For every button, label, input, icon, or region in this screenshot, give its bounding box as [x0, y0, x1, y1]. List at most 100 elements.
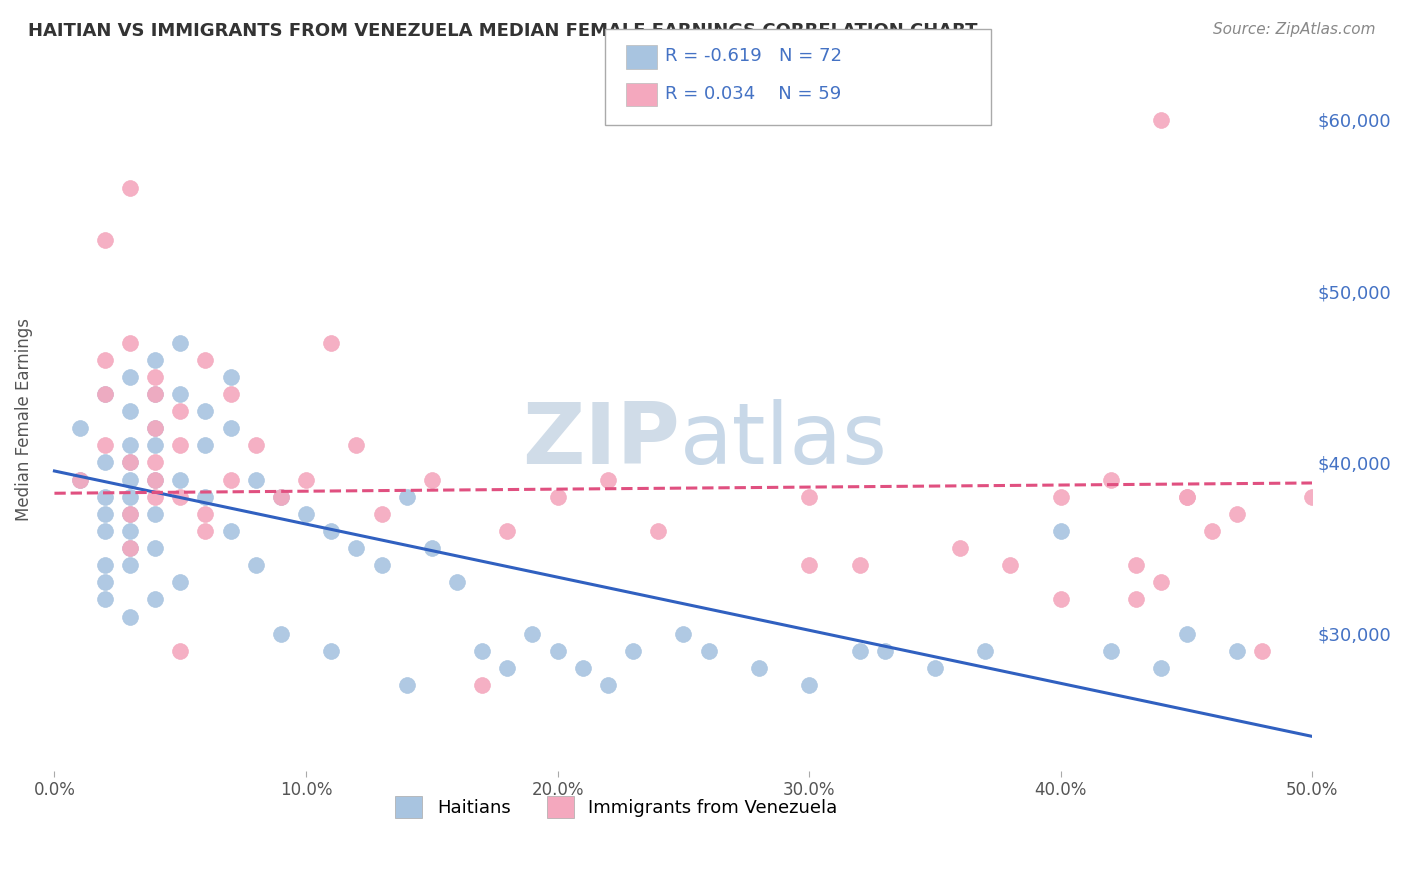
Point: [94, 490, 117, 504]
Point: [94, 233, 117, 247]
Point: [1000, 558, 1022, 573]
Point: [621, 644, 644, 658]
Point: [94, 352, 117, 367]
Point: [270, 626, 292, 640]
Y-axis label: Median Female Earnings: Median Female Earnings: [15, 318, 32, 521]
Point: [118, 541, 141, 555]
Point: [69, 473, 91, 487]
Text: atlas: atlas: [679, 400, 887, 483]
Point: [118, 558, 141, 573]
Point: [1226, 507, 1249, 521]
Point: [219, 473, 242, 487]
Point: [420, 541, 443, 555]
Point: [143, 455, 166, 469]
Point: [169, 387, 191, 401]
Point: [143, 369, 166, 384]
Point: [118, 369, 141, 384]
Point: [169, 404, 191, 418]
Point: [194, 352, 217, 367]
Point: [194, 507, 217, 521]
Point: [169, 335, 191, 350]
Point: [799, 490, 821, 504]
Point: [1049, 490, 1071, 504]
Point: [143, 473, 166, 487]
Point: [219, 387, 242, 401]
Point: [1099, 473, 1122, 487]
Text: Source: ZipAtlas.com: Source: ZipAtlas.com: [1212, 22, 1375, 37]
Point: [321, 524, 343, 538]
Point: [118, 455, 141, 469]
Point: [270, 490, 292, 504]
Point: [94, 524, 117, 538]
Point: [295, 507, 318, 521]
Point: [118, 438, 141, 452]
Point: [471, 678, 494, 692]
Point: [344, 438, 367, 452]
Point: [118, 404, 141, 418]
Point: [1049, 592, 1071, 607]
Point: [647, 524, 669, 538]
Point: [1351, 524, 1374, 538]
Point: [169, 490, 191, 504]
Point: [370, 507, 392, 521]
Point: [143, 387, 166, 401]
Point: [194, 404, 217, 418]
Point: [1201, 524, 1223, 538]
Point: [496, 524, 519, 538]
Text: R = 0.034    N = 59: R = 0.034 N = 59: [665, 85, 841, 103]
Point: [1049, 524, 1071, 538]
Point: [143, 438, 166, 452]
Point: [94, 438, 117, 452]
Point: [1150, 112, 1173, 127]
Point: [143, 473, 166, 487]
Text: R = -0.619   N = 72: R = -0.619 N = 72: [665, 47, 842, 65]
Point: [245, 473, 267, 487]
Point: [697, 644, 720, 658]
Point: [143, 541, 166, 555]
Point: [1175, 490, 1198, 504]
Point: [547, 490, 569, 504]
Point: [94, 575, 117, 590]
Point: [169, 575, 191, 590]
Point: [1376, 507, 1399, 521]
Point: [395, 678, 418, 692]
Point: [118, 524, 141, 538]
Point: [344, 541, 367, 555]
Point: [471, 644, 494, 658]
Point: [118, 181, 141, 195]
Point: [748, 661, 770, 675]
Point: [143, 592, 166, 607]
Point: [321, 644, 343, 658]
Point: [1125, 558, 1147, 573]
Point: [94, 507, 117, 521]
Point: [1301, 490, 1323, 504]
Point: [118, 507, 141, 521]
Point: [924, 661, 946, 675]
Point: [547, 644, 569, 658]
Point: [94, 387, 117, 401]
Point: [1226, 644, 1249, 658]
Point: [118, 490, 141, 504]
Point: [1402, 558, 1406, 573]
Point: [69, 421, 91, 435]
Point: [94, 387, 117, 401]
Point: [295, 473, 318, 487]
Point: [194, 524, 217, 538]
Point: [118, 455, 141, 469]
Point: [270, 490, 292, 504]
Point: [321, 335, 343, 350]
Point: [245, 558, 267, 573]
Point: [118, 335, 141, 350]
Point: [1150, 661, 1173, 675]
Point: [143, 421, 166, 435]
Point: [1175, 490, 1198, 504]
Point: [1099, 644, 1122, 658]
Point: [571, 661, 593, 675]
Point: [194, 438, 217, 452]
Point: [169, 473, 191, 487]
Point: [69, 473, 91, 487]
Point: [94, 592, 117, 607]
Point: [596, 473, 619, 487]
Point: [94, 558, 117, 573]
Point: [496, 661, 519, 675]
